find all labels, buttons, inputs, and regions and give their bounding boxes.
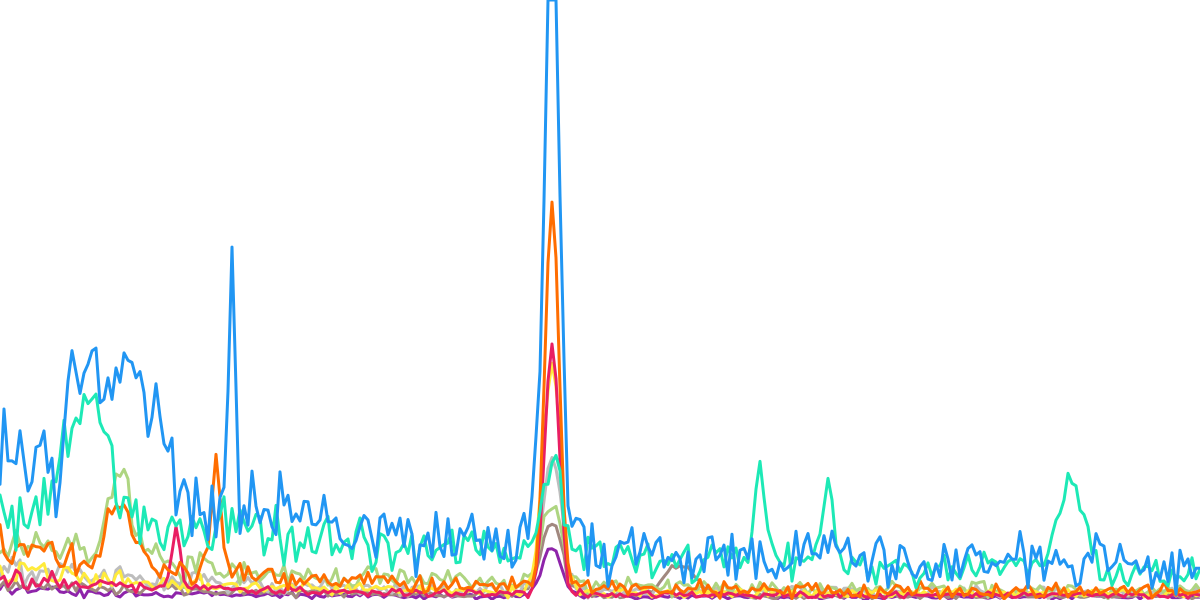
spectrum-line-chart [0, 0, 1200, 600]
series-blue [0, 0, 1200, 594]
